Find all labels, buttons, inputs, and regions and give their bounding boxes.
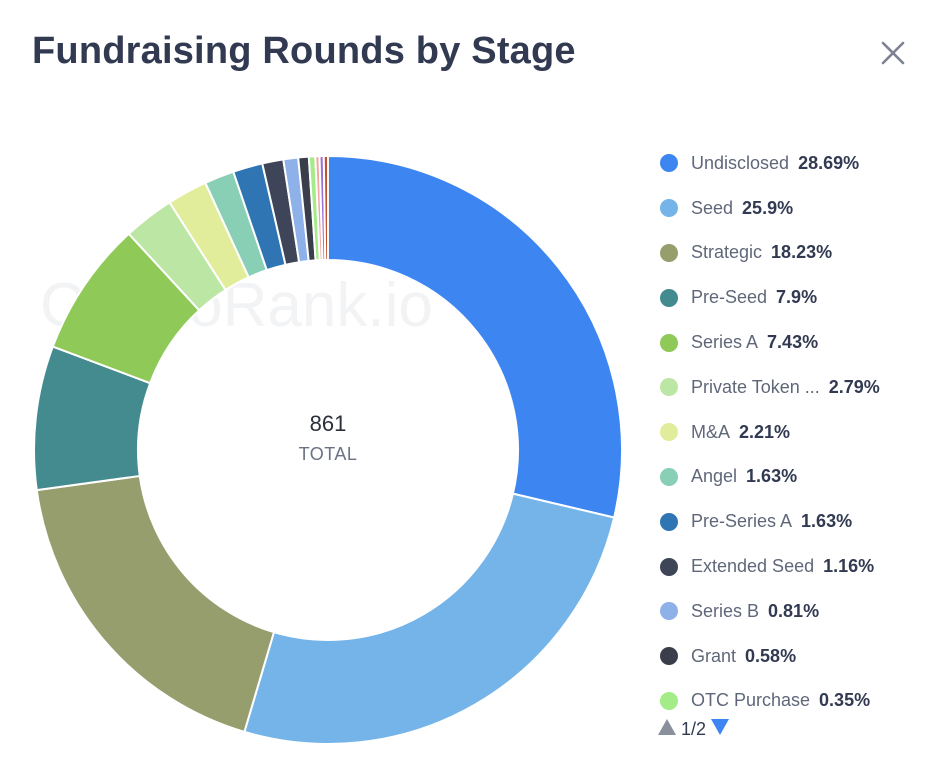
legend-item-otc-purchase[interactable]: OTC Purchase 0.35% <box>660 679 930 724</box>
legend-percent: 0.81% <box>768 600 820 621</box>
close-icon <box>881 41 905 65</box>
chart-title: Fundraising Rounds by Stage <box>32 30 576 72</box>
legend-swatch <box>660 154 678 173</box>
legend-swatch <box>660 423 678 442</box>
legend-swatch <box>660 199 678 218</box>
legend-percent: 2.79% <box>828 376 880 397</box>
legend-swatch <box>660 557 678 576</box>
donut-chart <box>33 154 623 745</box>
legend-label: Series B <box>691 600 760 621</box>
legend-label: Undisclosed <box>691 152 790 173</box>
legend-item-grant[interactable]: Grant 0.58% <box>660 634 930 679</box>
triangle-down-icon <box>711 719 730 735</box>
legend-page-up-button[interactable] <box>657 718 677 741</box>
legend-percent: 2.21% <box>739 421 791 442</box>
legend-swatch <box>660 647 678 666</box>
legend-swatch <box>660 333 678 352</box>
legend-percent: 0.35% <box>819 690 871 711</box>
legend-label: Pre-Series A <box>691 511 793 532</box>
total-label: TOTAL <box>298 444 358 464</box>
legend-item-undisclosed[interactable]: Undisclosed 28.69% <box>660 141 930 186</box>
legend-percent: 7.9% <box>776 287 818 308</box>
legend-swatch <box>660 602 678 621</box>
chart-legend: Undisclosed 28.69% Seed 25.9% Strategic 18.23… <box>660 141 930 723</box>
legend-item-extended-seed[interactable]: Extended Seed 1.16% <box>660 544 930 589</box>
legend-percent: 7.43% <box>767 332 819 353</box>
legend-swatch <box>660 288 678 307</box>
legend-swatch <box>660 243 678 262</box>
legend-percent: 1.16% <box>823 556 875 577</box>
legend-swatch <box>660 691 678 710</box>
legend-item-strategic[interactable]: Strategic 18.23% <box>660 231 930 276</box>
legend-label: Extended Seed <box>691 556 815 577</box>
legend-label: Grant <box>691 645 737 666</box>
legend-item-series-a[interactable]: Series A 7.43% <box>660 320 930 365</box>
triangle-up-icon <box>658 719 676 735</box>
legend-label: OTC Purchase <box>691 690 811 711</box>
legend-label: Private Token ... <box>691 376 820 397</box>
legend-page-indicator: 1/2 <box>681 719 707 739</box>
legend-swatch <box>660 512 678 531</box>
legend-item-private-token[interactable]: Private Token ... 2.79% <box>660 365 930 410</box>
legend-percent: 28.69% <box>798 152 860 173</box>
legend-label: Pre-Seed <box>691 287 768 308</box>
legend-swatch <box>660 467 678 486</box>
legend-item-m-a[interactable]: M&A 2.21% <box>660 410 930 455</box>
legend-item-series-b[interactable]: Series B 0.81% <box>660 589 930 634</box>
legend-label: Angel <box>691 466 738 487</box>
legend-item-angel[interactable]: Angel 1.63% <box>660 455 930 500</box>
legend-percent: 1.63% <box>746 466 798 487</box>
legend-label: M&A <box>691 421 731 442</box>
donut-slice-strategic[interactable] <box>35 474 276 734</box>
legend-item-pre-series-a[interactable]: Pre-Series A 1.63% <box>660 499 930 544</box>
legend-percent: 18.23% <box>771 242 833 263</box>
legend-percent: 1.63% <box>801 511 853 532</box>
donut-slice-other[interactable] <box>322 154 329 262</box>
legend-page-down-button[interactable] <box>710 718 730 741</box>
legend-swatch <box>660 378 678 397</box>
legend-percent: 0.58% <box>745 645 797 666</box>
donut-slice-seed[interactable] <box>243 492 616 745</box>
legend-item-seed[interactable]: Seed 25.9% <box>660 186 930 231</box>
legend-item-pre-seed[interactable]: Pre-Seed 7.9% <box>660 275 930 320</box>
legend-pager: 1/2 <box>657 718 730 741</box>
legend-label: Series A <box>691 332 759 353</box>
donut-slice-undisclosed[interactable] <box>327 154 623 519</box>
legend-label: Strategic <box>691 242 763 263</box>
total-value: 861 <box>309 411 347 436</box>
legend-label: Seed <box>691 197 734 218</box>
close-button[interactable] <box>876 36 910 70</box>
legend-percent: 25.9% <box>742 197 794 218</box>
